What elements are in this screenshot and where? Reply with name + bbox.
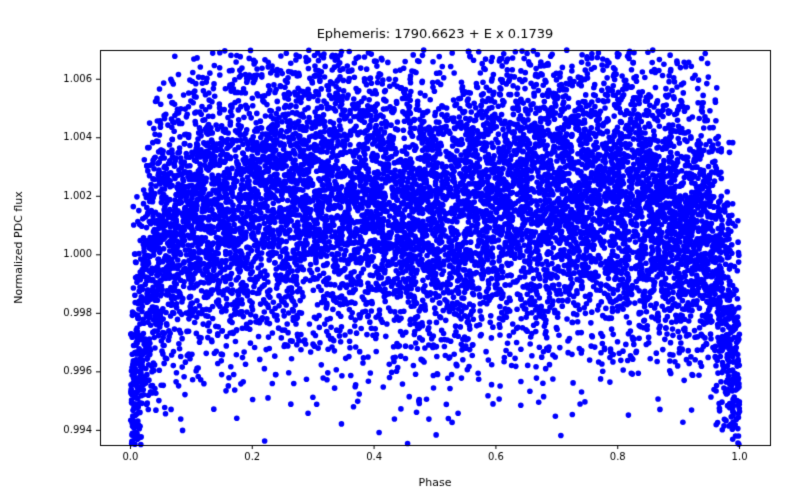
phase-flux-scatter (0, 0, 800, 500)
chart-container (0, 0, 800, 500)
